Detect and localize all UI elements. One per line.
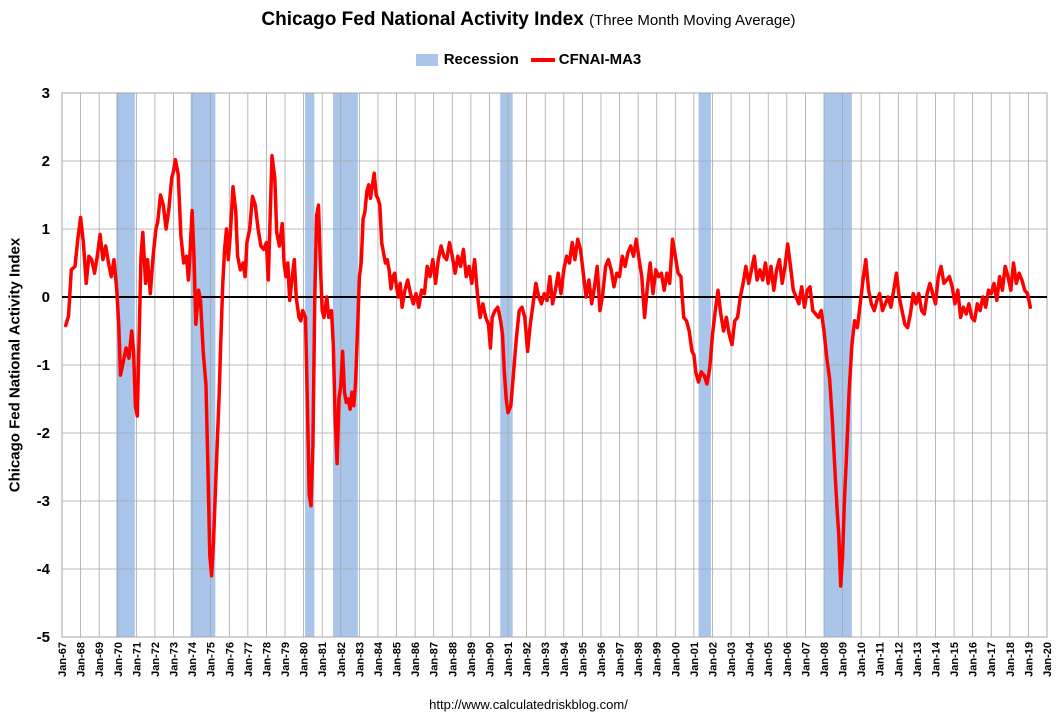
x-tick-label: Jan-18 bbox=[1005, 642, 1017, 677]
x-tick-label: Jan-79 bbox=[280, 642, 292, 677]
x-tick-label: Jan-06 bbox=[782, 642, 794, 677]
x-tick-label: Jan-71 bbox=[131, 642, 143, 677]
x-tick-label: Jan-69 bbox=[94, 642, 106, 677]
x-tick-label: Jan-93 bbox=[540, 642, 552, 677]
y-tick-label: -2 bbox=[37, 425, 50, 442]
source-url: http://www.calculatedriskblog.com/ bbox=[429, 697, 628, 712]
x-tick-label: Jan-77 bbox=[243, 642, 255, 677]
title-subtitle: (Three Month Moving Average) bbox=[589, 12, 796, 29]
x-tick-label: Jan-94 bbox=[559, 641, 571, 677]
x-tick-label: Jan-04 bbox=[745, 641, 757, 677]
y-tick-label: 2 bbox=[42, 153, 50, 170]
x-tick-label: Jan-01 bbox=[689, 642, 701, 677]
x-tick-label: Jan-15 bbox=[949, 642, 961, 677]
x-tick-label: Jan-96 bbox=[596, 642, 608, 677]
x-tick-label: Jan-08 bbox=[819, 642, 831, 677]
x-tick-label: Jan-11 bbox=[875, 642, 887, 676]
x-tick-label: Jan-87 bbox=[429, 642, 441, 677]
y-tick-label: -4 bbox=[37, 561, 51, 578]
x-tick-label: Jan-68 bbox=[76, 642, 88, 677]
y-tick-label: 1 bbox=[42, 221, 50, 238]
x-tick-label: Jan-09 bbox=[838, 642, 850, 677]
x-tick-label: Jan-07 bbox=[800, 642, 812, 677]
x-tick-label: Jan-80 bbox=[299, 642, 311, 677]
x-tick-label: Jan-00 bbox=[670, 642, 682, 677]
x-tick-label: Jan-92 bbox=[522, 642, 534, 677]
x-tick-label: Jan-14 bbox=[930, 641, 942, 677]
legend-swatch-cfnai bbox=[530, 57, 555, 62]
x-tick-label: Jan-73 bbox=[169, 642, 181, 677]
x-tick-label: Jan-16 bbox=[968, 642, 980, 677]
x-tick-label: Jan-12 bbox=[893, 642, 905, 677]
x-tick-label: Jan-99 bbox=[652, 642, 664, 677]
x-tick-label: Jan-70 bbox=[113, 642, 125, 677]
x-tick-label: Jan-02 bbox=[707, 642, 719, 677]
legend: Recession CFNAI-MA3 bbox=[0, 51, 1057, 68]
x-tick-label: Jan-83 bbox=[354, 642, 366, 677]
y-tick-label: 3 bbox=[42, 85, 50, 102]
x-tick-label: Jan-17 bbox=[986, 642, 998, 677]
chart-title: Chicago Fed National Activity Index (Thr… bbox=[0, 9, 1057, 31]
x-tick-label: Jan-85 bbox=[392, 642, 404, 677]
x-tick-label: Jan-91 bbox=[503, 642, 515, 677]
legend-label-recession: Recession bbox=[443, 51, 519, 68]
x-tick-label: Jan-97 bbox=[615, 642, 627, 677]
x-tick-label: Jan-05 bbox=[763, 642, 775, 677]
x-tick-label: Jan-78 bbox=[261, 642, 273, 677]
x-tick-label: Jan-76 bbox=[224, 642, 236, 677]
y-tick-label: 0 bbox=[42, 289, 50, 306]
x-tick-label: Jan-19 bbox=[1023, 642, 1035, 677]
legend-item-recession: Recession bbox=[415, 51, 519, 68]
y-tick-label: -5 bbox=[37, 629, 50, 646]
x-tick-label: Jan-72 bbox=[150, 642, 162, 677]
y-tick-label: -1 bbox=[37, 357, 50, 374]
x-tick-label: Jan-82 bbox=[336, 642, 348, 677]
y-tick-label: -3 bbox=[37, 493, 50, 510]
x-tick-label: Jan-98 bbox=[633, 642, 645, 677]
x-tick-label: Jan-81 bbox=[317, 642, 329, 677]
x-tick-label: Jan-67 bbox=[57, 642, 69, 677]
x-tick-label: Jan-89 bbox=[466, 642, 478, 677]
x-tick-label: Jan-88 bbox=[447, 642, 459, 677]
legend-item-cfnai: CFNAI-MA3 bbox=[530, 51, 642, 68]
x-tick-label: Jan-03 bbox=[726, 642, 738, 677]
x-tick-label: Jan-74 bbox=[187, 641, 199, 677]
legend-swatch-recession bbox=[415, 53, 438, 66]
cfnai-ma3-line bbox=[63, 153, 1033, 588]
x-tick-label: Jan-75 bbox=[206, 642, 218, 677]
x-tick-label: Jan-84 bbox=[373, 641, 385, 677]
x-tick-label: Jan-10 bbox=[856, 642, 868, 677]
title-main: Chicago Fed National Activity Index bbox=[261, 9, 584, 30]
x-tick-label: Jan-95 bbox=[577, 642, 589, 677]
x-tick-label: Jan-90 bbox=[484, 642, 496, 677]
x-tick-label: Jan-13 bbox=[912, 642, 924, 677]
legend-label-cfnai: CFNAI-MA3 bbox=[558, 51, 642, 68]
plot-border bbox=[61, 92, 1048, 638]
x-tick-label: Jan-20 bbox=[1042, 642, 1054, 677]
x-tick-label: Jan-86 bbox=[410, 642, 422, 677]
